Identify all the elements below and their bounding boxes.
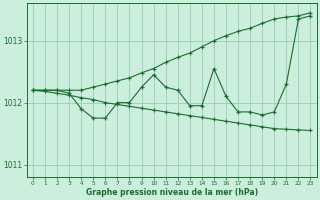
X-axis label: Graphe pression niveau de la mer (hPa): Graphe pression niveau de la mer (hPa) [86,188,258,197]
